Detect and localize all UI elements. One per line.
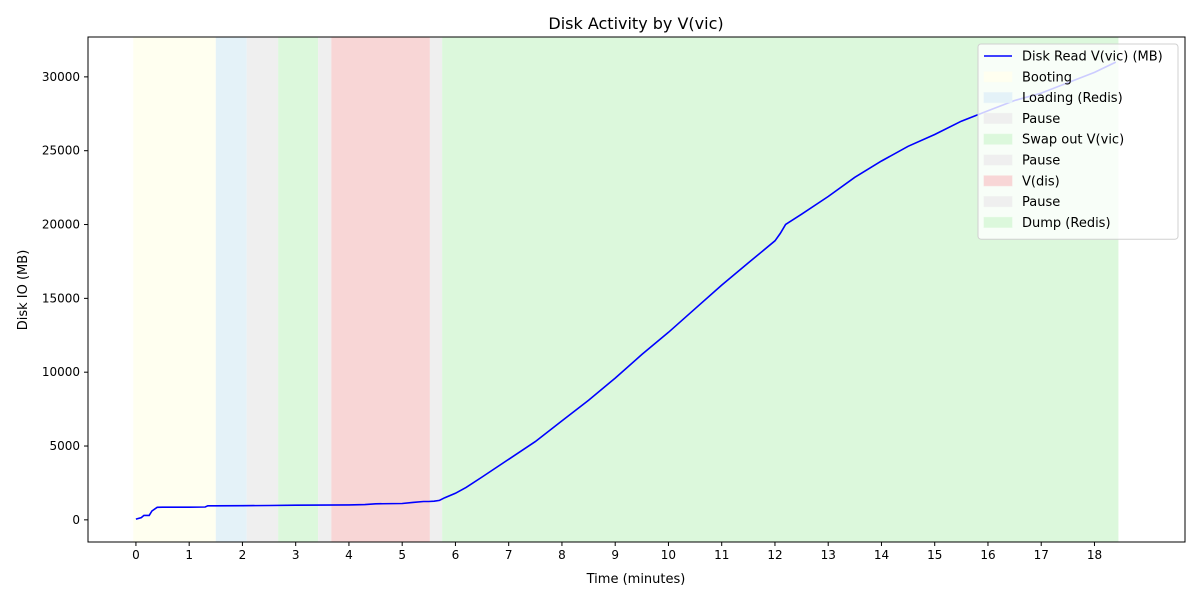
x-tick-label: 16 xyxy=(980,548,995,562)
x-tick-label: 4 xyxy=(345,548,353,562)
y-tick-label: 10000 xyxy=(42,365,80,379)
x-tick-label: 5 xyxy=(398,548,406,562)
x-tick-label: 1 xyxy=(185,548,193,562)
phase-span-2 xyxy=(246,37,279,542)
x-tick-label: 10 xyxy=(661,548,676,562)
x-tick-label: 9 xyxy=(611,548,619,562)
phase-span-1 xyxy=(215,37,247,542)
legend-patch-swatch xyxy=(983,216,1013,228)
x-tick-label: 15 xyxy=(927,548,942,562)
x-tick-label: 13 xyxy=(821,548,836,562)
phase-span-0 xyxy=(133,37,216,542)
legend-label: Loading (Redis) xyxy=(1022,91,1123,106)
x-tick-label: 12 xyxy=(767,548,782,562)
y-tick-label: 20000 xyxy=(42,218,80,232)
y-tick-label: 5000 xyxy=(49,439,80,453)
legend-patch-swatch xyxy=(983,133,1013,145)
legend-patch-swatch xyxy=(983,71,1013,83)
x-tick-label: 14 xyxy=(874,548,889,562)
x-tick-label: 3 xyxy=(292,548,300,562)
x-tick-label: 2 xyxy=(239,548,247,562)
legend-patch-swatch xyxy=(983,154,1013,166)
plot-frame xyxy=(87,36,1186,543)
y-tick-label: 15000 xyxy=(42,291,80,305)
x-tick-label: 17 xyxy=(1034,548,1049,562)
legend-patch-swatch xyxy=(983,196,1013,208)
legend: Disk Read V(vic) (MB) Booting Loading (Red… xyxy=(977,43,1179,240)
phase-span-5 xyxy=(331,37,430,542)
series-line-0 xyxy=(135,61,1117,520)
phase-span-6 xyxy=(429,37,443,542)
legend-label: V(dis) xyxy=(1022,174,1060,189)
x-tick-label: 6 xyxy=(452,548,460,562)
shaded-phase-regions xyxy=(133,37,1119,542)
legend-patch-swatch xyxy=(983,92,1013,104)
x-tick-label: 7 xyxy=(505,548,513,562)
phase-span-4 xyxy=(318,37,332,542)
x-tick-label: 0 xyxy=(132,548,140,562)
x-axis-label: Time (minutes) xyxy=(586,572,686,587)
legend-label: Booting xyxy=(1022,70,1072,85)
legend-patch-swatch xyxy=(983,112,1013,124)
legend-label: Pause xyxy=(1022,154,1060,169)
y-axis-ticks: 0 5000 10000 15000 20000 25000 30000 xyxy=(42,70,88,527)
legend-label: Swap out V(vic) xyxy=(1022,133,1124,148)
x-tick-label: 11 xyxy=(714,548,729,562)
legend-label: Disk Read V(vic) (MB) xyxy=(1022,50,1163,65)
x-axis-ticks: 0 1 2 3 4 5 6 7 8 9 10 11 12 13 14 15 16 17 18 xyxy=(132,542,1102,562)
legend-label: Pause xyxy=(1022,112,1060,127)
legend-label: Pause xyxy=(1022,195,1060,210)
legend-label: Dump (Redis) xyxy=(1022,216,1111,231)
y-axis-label: Disk IO (MB) xyxy=(16,250,31,331)
phase-span-3 xyxy=(278,37,319,542)
legend-patch-swatch xyxy=(983,175,1013,187)
line-series xyxy=(135,61,1117,520)
chart-title: Disk Activity by V(vic) xyxy=(548,14,723,33)
y-tick-label: 25000 xyxy=(42,144,80,158)
x-tick-label: 8 xyxy=(558,548,566,562)
y-tick-label: 0 xyxy=(72,513,80,527)
x-tick-label: 18 xyxy=(1087,548,1102,562)
y-tick-label: 30000 xyxy=(42,70,80,84)
legend-box xyxy=(977,43,1179,240)
